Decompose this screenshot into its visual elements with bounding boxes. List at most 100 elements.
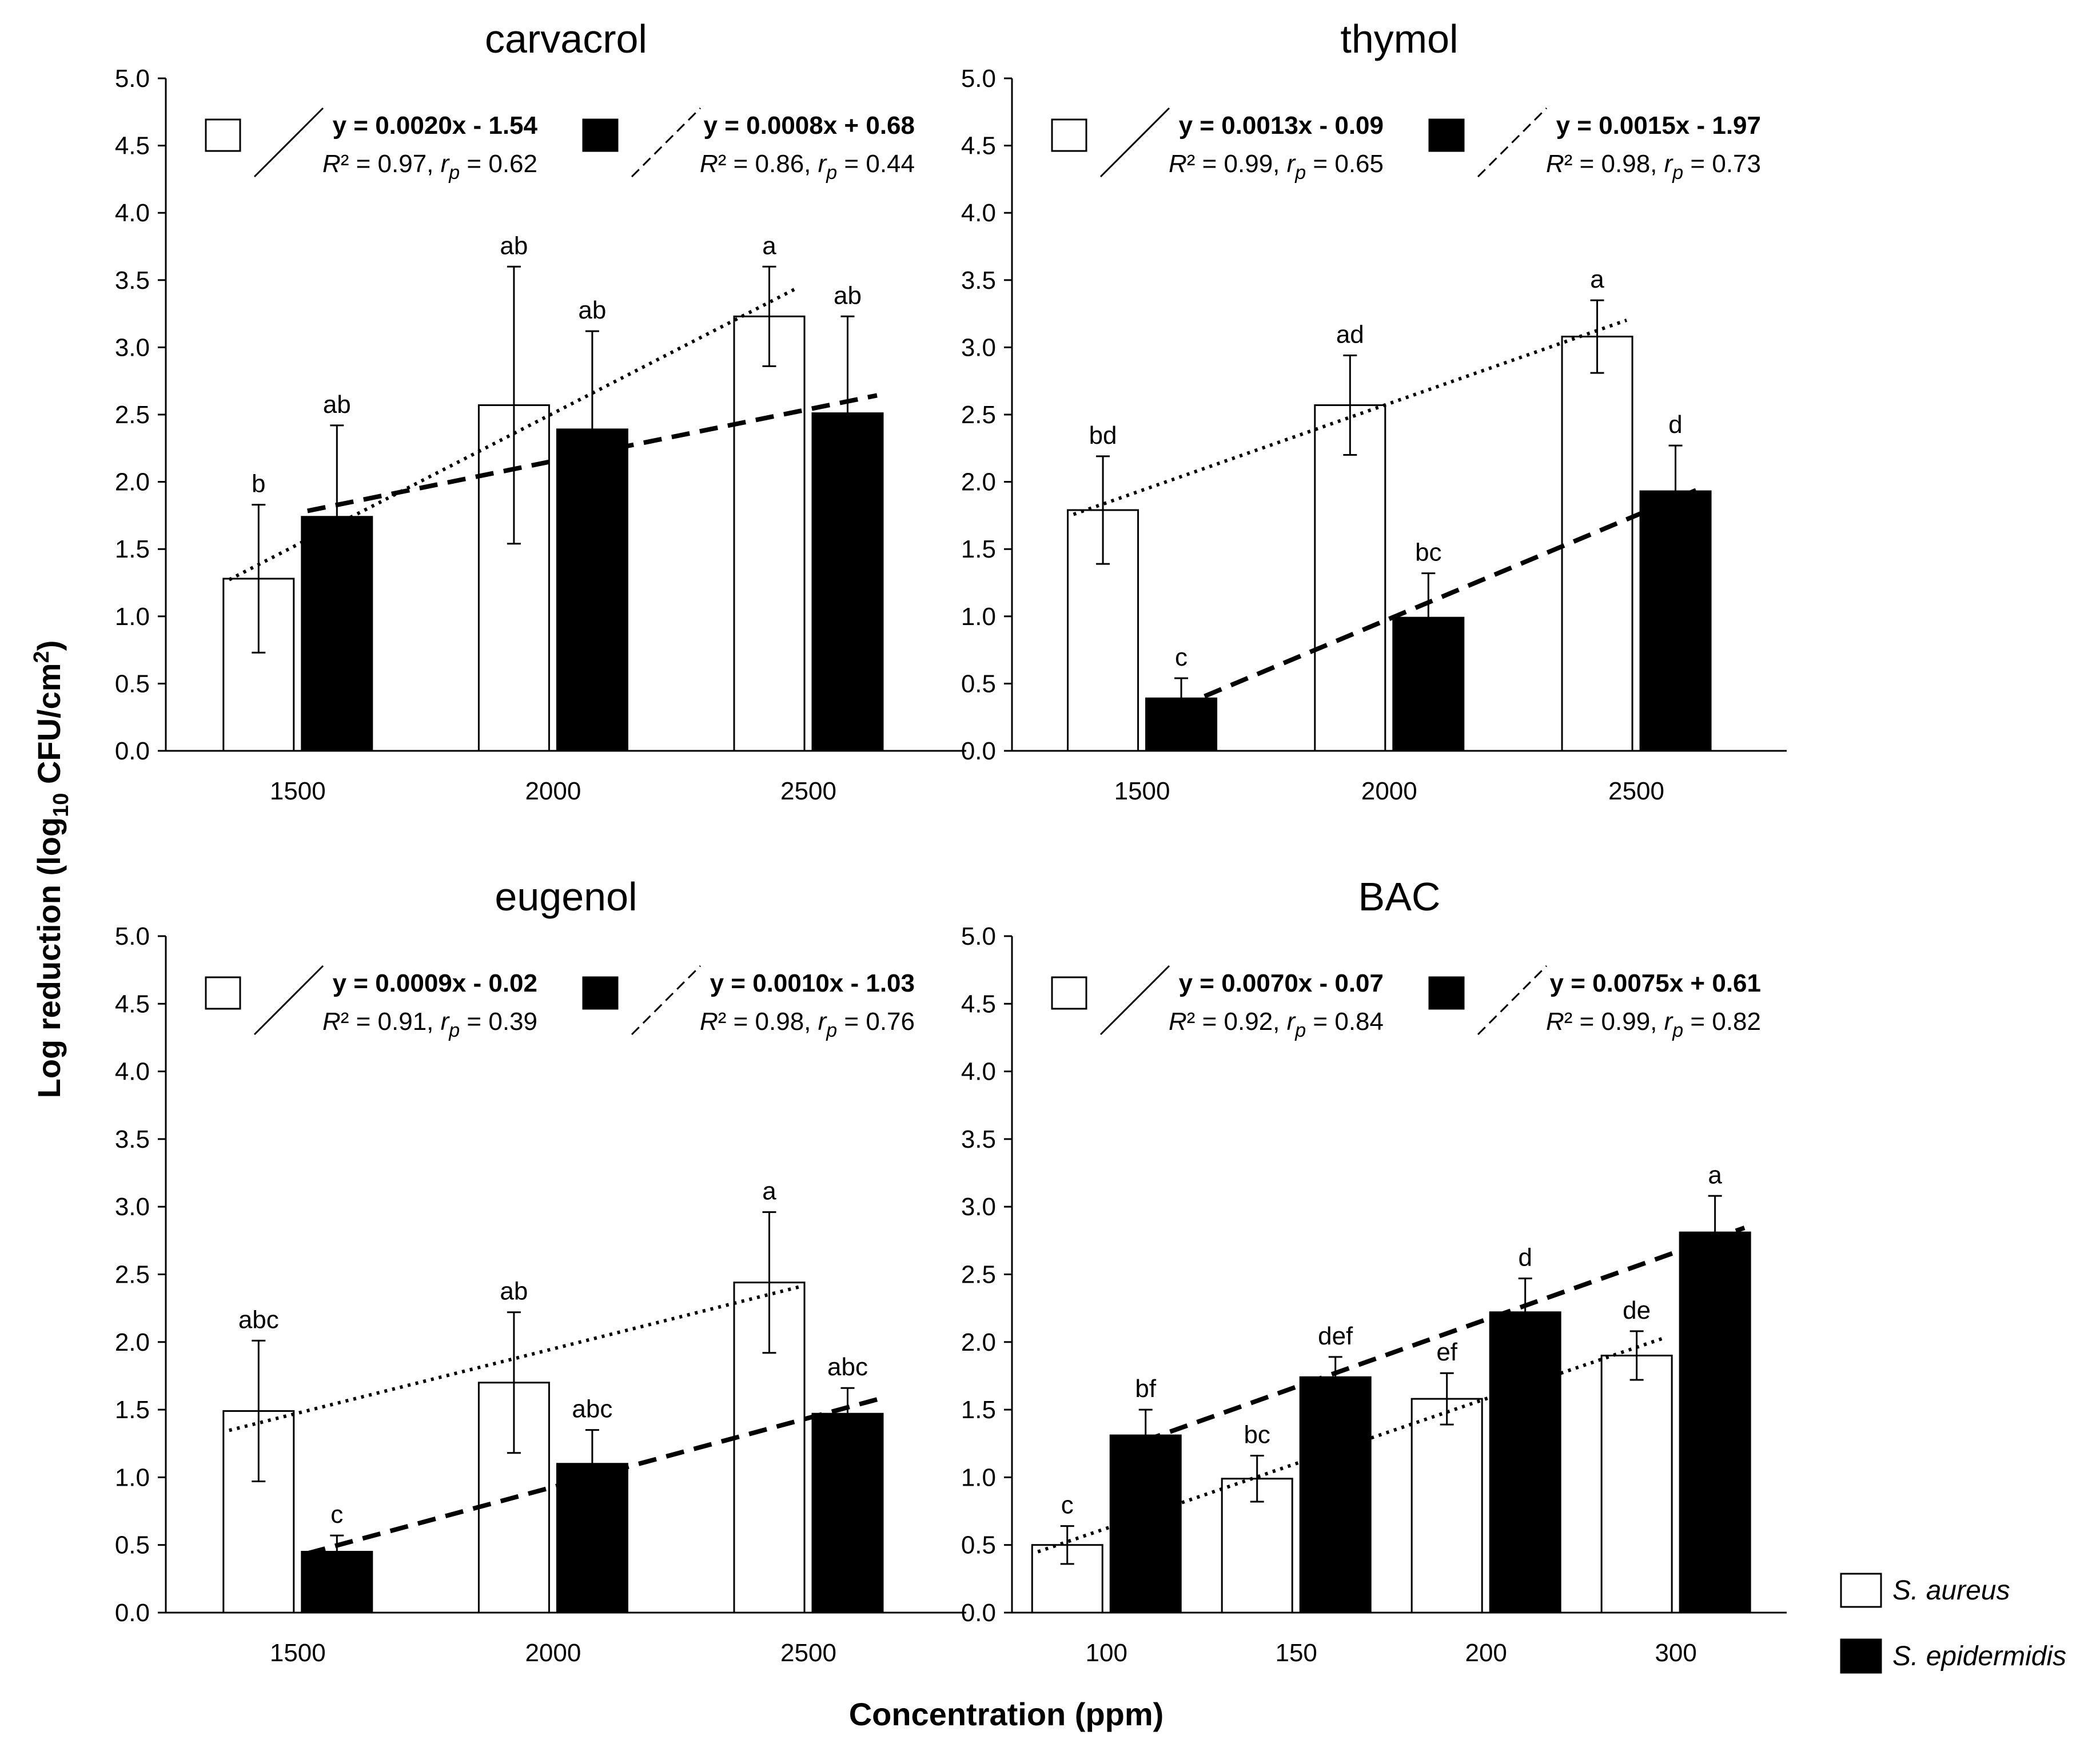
y-tick-label: 0.5: [115, 1531, 150, 1559]
y-tick-label: 4.5: [115, 990, 150, 1018]
bar-s-epidermidis: [1109, 1434, 1182, 1614]
legend-swatch-s-epidermidis: [582, 118, 619, 152]
r2-symbol: R: [700, 1008, 718, 1036]
significance-letter: c: [1175, 643, 1188, 671]
trendline-s-aureus: [229, 1285, 799, 1432]
y-axis-title-sup: 2: [30, 651, 54, 663]
legend-swatch: [1840, 1638, 1882, 1674]
panel-title: BAC: [1358, 874, 1441, 919]
significance-letter: c: [330, 1501, 343, 1529]
bar-s-epidermidis: [1299, 1376, 1372, 1614]
legend-item-s-aureus: S. aureus: [1840, 1573, 2010, 1608]
significance-letter: abc: [827, 1353, 868, 1381]
significance-letter: ad: [1336, 321, 1364, 349]
significance-letter: d: [1518, 1244, 1532, 1272]
rp-value: 0.84: [1334, 1008, 1384, 1036]
y-tick-label: 1.0: [961, 1463, 996, 1491]
significance-letter: abc: [572, 1395, 612, 1423]
x-tick-label: 2000: [1361, 777, 1417, 805]
y-tick-label: 3.5: [961, 1125, 996, 1153]
significance-letter: a: [1590, 265, 1604, 293]
trendline-s-aureus: [1073, 319, 1628, 516]
y-tick-label: 4.0: [961, 1058, 996, 1086]
legend-swatch-s-aureus: [205, 118, 241, 152]
y-tick-label: 5.0: [115, 65, 150, 93]
y-tick-label: 3.0: [961, 333, 996, 361]
significance-letter: bf: [1135, 1375, 1156, 1403]
rp-symbol: r: [1664, 1008, 1674, 1036]
stats-separator: ,: [804, 1008, 818, 1036]
r2-equals: =: [1572, 150, 1601, 178]
legend-line-dashed: [631, 107, 702, 178]
regression-equation: y = 0.0015x - 1.97: [1556, 112, 1761, 140]
x-tick-label: 2000: [525, 1639, 581, 1667]
significance-letter: a: [762, 232, 776, 260]
r2-symbol: R: [322, 150, 341, 178]
bar-s-epidermidis: [1489, 1311, 1561, 1614]
rp-subscript: p: [1672, 1020, 1683, 1041]
rp-value: 0.73: [1712, 150, 1761, 178]
regression-stats: R² = 0.99, rp = 0.82: [1546, 1008, 1761, 1041]
r2-symbol: R: [1546, 1008, 1564, 1036]
regression-stats: R² = 0.98, rp = 0.73: [1546, 150, 1761, 184]
y-tick-label: 4.5: [961, 990, 996, 1018]
stats-separator: ,: [804, 150, 818, 178]
y-tick-label: 2.0: [115, 1328, 150, 1356]
y-tick-label: 2.0: [115, 468, 150, 496]
y-tick-label: 3.5: [961, 266, 996, 295]
significance-letter: ab: [500, 232, 528, 260]
r2-equals: =: [1195, 150, 1224, 178]
significance-letter: ab: [578, 296, 606, 324]
regression-equation: y = 0.0010x - 1.03: [710, 969, 915, 997]
panel-thymol: thymol 0.0 0.5 1.0 1.5 2.0 2.5 3.0 3.5 4.0 4.5 5.0 1…: [961, 17, 1787, 805]
r2-equals: =: [349, 150, 377, 178]
r2-superscript: ²: [341, 150, 349, 178]
r2-superscript: ²: [1564, 1008, 1573, 1036]
x-tick-label: 2500: [780, 777, 836, 805]
rp-equals: =: [837, 1008, 866, 1036]
r2-value: 0.97: [378, 150, 427, 178]
rp-subscript: p: [826, 162, 837, 184]
panel-title: carvacrol: [485, 17, 647, 61]
r2-equals: =: [1195, 1008, 1224, 1036]
legend-swatch: [1840, 1573, 1882, 1608]
significance-letter: de: [1623, 1296, 1651, 1324]
r2-value: 0.99: [1224, 150, 1273, 178]
rp-value: 0.62: [488, 150, 537, 178]
r2-value: 0.86: [755, 150, 804, 178]
y-tick-label: 1.5: [115, 535, 150, 563]
significance-letter: ab: [323, 391, 351, 419]
significance-letter: ab: [500, 1278, 528, 1306]
y-tick-label: 5.0: [961, 65, 996, 93]
rp-subscript: p: [1294, 1020, 1306, 1041]
significance-letter: ab: [834, 281, 862, 309]
bar-s-aureus: [1314, 404, 1386, 752]
legend-label: S. epidermidis: [1892, 1641, 2066, 1672]
r2-value: 0.91: [378, 1008, 427, 1036]
y-tick-label: 2.5: [115, 1261, 150, 1289]
legend-swatch-s-aureus: [1051, 118, 1087, 152]
r2-symbol: R: [322, 1008, 341, 1036]
significance-letter: a: [762, 1177, 776, 1205]
y-tick-label: 2.5: [961, 1261, 996, 1289]
y-tick-label: 0.0: [961, 1599, 996, 1627]
x-axis-title: Concentration (ppm): [849, 1696, 1164, 1732]
y-tick-label: 3.0: [115, 333, 150, 361]
y-tick-label: 5.0: [961, 922, 996, 950]
legend-line-dashed: [1477, 965, 1548, 1036]
panel-bac: BAC 0.0 0.5 1.0 1.5 2.0 2.5 3.0 3.5 4.0 4.5 5.0 100 1…: [961, 874, 1787, 1667]
rp-symbol: r: [441, 150, 451, 178]
panel-title: thymol: [1340, 17, 1458, 61]
legend-line-solid: [253, 965, 324, 1036]
y-tick-label: 0.5: [961, 1531, 996, 1559]
legend-line-solid: [253, 107, 324, 178]
rp-symbol: r: [818, 1008, 828, 1036]
legend-swatch-s-epidermidis: [582, 976, 619, 1010]
regression-equation: y = 0.0020x - 1.54: [333, 112, 538, 140]
x-tick-label: 150: [1275, 1639, 1317, 1667]
r2-superscript: ²: [718, 150, 727, 178]
regression-stats: R² = 0.91, rp = 0.39: [322, 1008, 537, 1041]
x-tick-label: 2500: [780, 1639, 836, 1667]
legend-line-dashed: [1477, 107, 1548, 178]
x-tick-label: 2500: [1608, 777, 1664, 805]
